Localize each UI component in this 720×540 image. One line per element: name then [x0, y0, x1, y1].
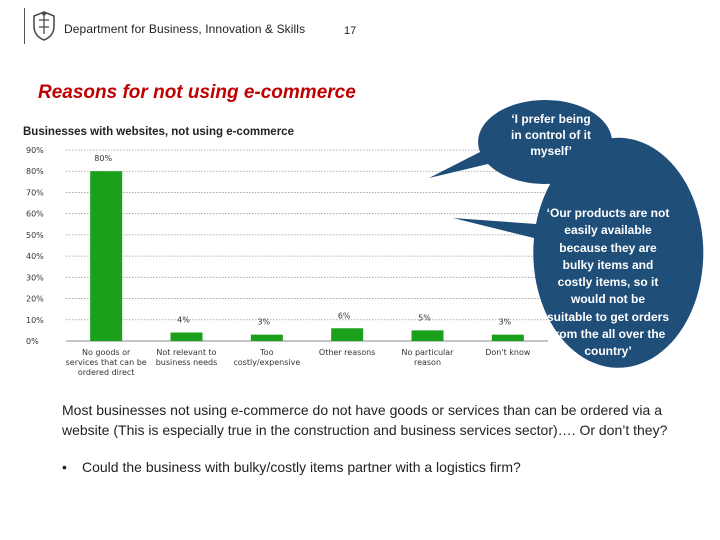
bar — [170, 332, 203, 341]
callout-line: bulky items and — [562, 257, 654, 272]
callout-line: in control of it — [511, 128, 591, 142]
callout-line: country’ — [584, 344, 632, 359]
callout-line: suitable to get orders — [546, 309, 670, 324]
bullet-text: Could the business with bulky/costly ite… — [82, 459, 521, 475]
x-tick-label: business needs — [156, 358, 218, 367]
y-tick-label: 70% — [26, 188, 44, 197]
department-name: Department for Business, Innovation & Sk… — [64, 22, 306, 36]
callout-line: myself’ — [530, 144, 572, 158]
bar-chart: 0% 10% 20% 30% 40% 50% 60% 70% 80% 90% 80% No goods… — [26, 146, 548, 377]
y-tick-label: 10% — [26, 316, 44, 325]
data-label: 3% — [257, 318, 270, 327]
callout-prefer-control-text: ‘I prefer being in control of it myself’ — [486, 111, 616, 159]
y-tick-label: 40% — [26, 252, 44, 261]
callout-bulky-items — [453, 137, 704, 368]
x-tick-label: Not relevant to — [156, 348, 216, 357]
data-label: 6% — [338, 311, 351, 320]
x-tick-label: services that can be — [66, 358, 147, 367]
x-tick-label: No particular — [402, 348, 455, 357]
y-tick-label: 20% — [26, 295, 44, 304]
royal-crest-icon — [33, 11, 55, 41]
x-tick-label: Too — [259, 348, 273, 357]
bar — [250, 334, 283, 341]
callout-line: from the all over the — [550, 327, 666, 342]
data-label: 80% — [94, 154, 112, 163]
bar — [491, 334, 524, 341]
callout-line: easily available — [564, 223, 652, 238]
body-text: Most businesses not using e-commerce do … — [62, 402, 668, 438]
callout-bulky-items-text: ‘Our products are not easily available b… — [528, 205, 688, 361]
bar — [331, 328, 364, 341]
y-tick-label: 30% — [26, 273, 44, 282]
bar — [90, 171, 123, 341]
callout-line: because they are — [559, 240, 657, 255]
x-tick-label: No goods or — [82, 348, 131, 357]
header: Department for Business, Innovation & Sk… — [0, 0, 720, 52]
y-tick-label: 0% — [26, 337, 39, 346]
x-tick-label: Other reasons — [319, 348, 376, 357]
data-label: 5% — [418, 313, 431, 322]
y-tick-label: 80% — [26, 167, 44, 176]
callout-line: ‘Our products are not — [546, 206, 670, 220]
callout-line: would not be — [571, 292, 645, 307]
x-tick-label: reason — [414, 358, 441, 367]
y-tick-label: 60% — [26, 210, 44, 219]
bullet-glyph: • — [62, 459, 67, 475]
bar — [411, 330, 444, 341]
data-label: 3% — [498, 318, 511, 327]
x-tick-label: costly/expensive — [233, 358, 300, 367]
bullet-item: • Could the business with bulky/costly it… — [62, 459, 521, 475]
callout-line: ‘I prefer being — [511, 112, 591, 126]
callout-line: costly items, so it — [557, 275, 659, 290]
header-divider — [24, 8, 25, 44]
slide-number: 17 — [344, 25, 357, 37]
x-tick-label: ordered direct — [78, 368, 135, 377]
y-tick-label: 50% — [26, 231, 44, 240]
data-label: 4% — [177, 316, 190, 325]
chart-title: Businesses with websites, not using e-co… — [23, 126, 294, 138]
slide-title: Reasons for not using e-commerce — [38, 82, 356, 103]
y-tick-label: 90% — [26, 146, 44, 155]
x-tick-label: Don't know — [485, 348, 531, 357]
